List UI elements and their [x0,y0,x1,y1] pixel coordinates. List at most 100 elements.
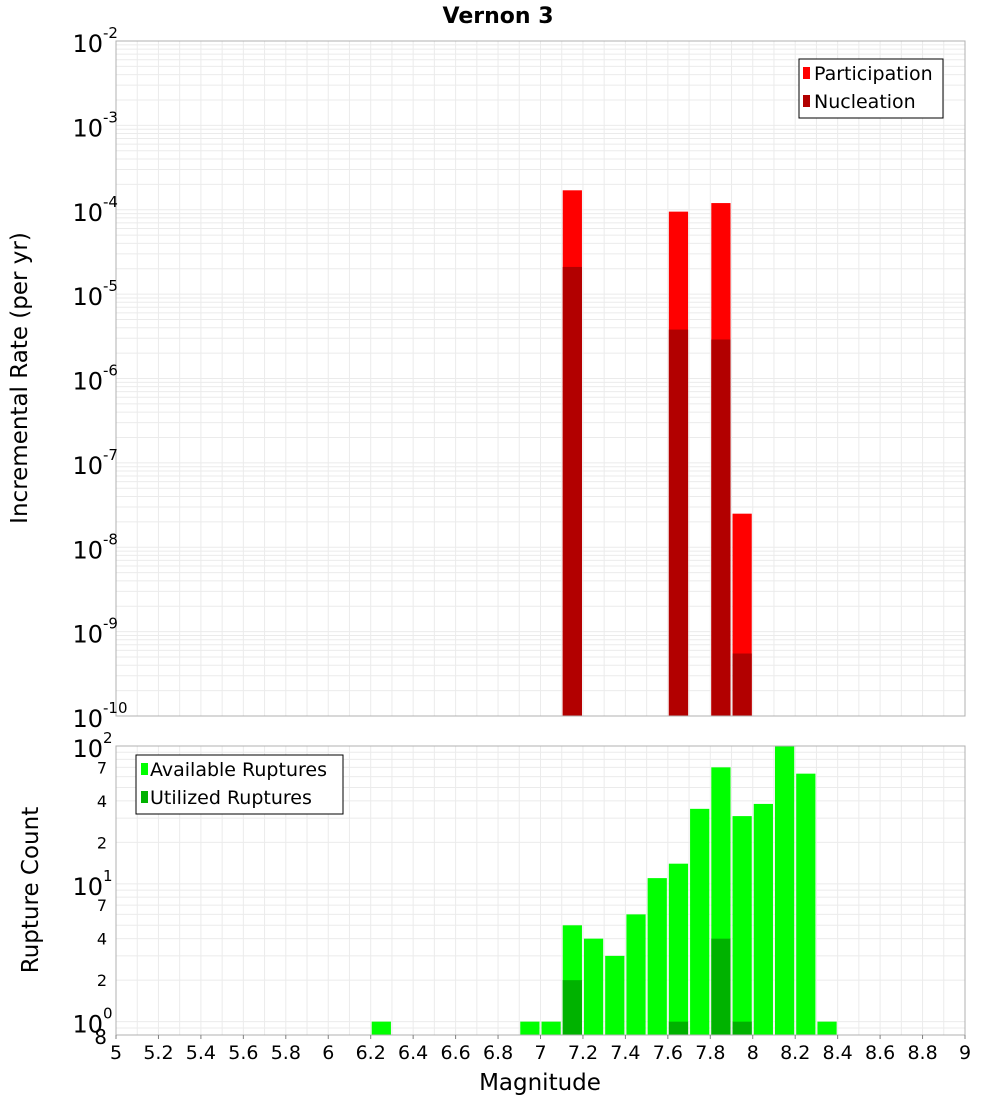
x-tick-label: 7.4 [610,1042,640,1064]
count-y-axis-label: Rupture Count [18,807,44,973]
available-ruptures-bar [690,808,710,1035]
available-ruptures-bar [774,746,795,1035]
x-tick-label: 5.6 [228,1042,258,1064]
nucleation-legend-label: Nucleation [814,91,916,113]
available-ruptures-legend-label: Available Ruptures [150,759,327,781]
x-tick-label: 9 [959,1042,971,1064]
rate-y-tick-exponent: -8 [103,530,118,548]
x-tick-label: 7 [534,1042,546,1064]
x-tick-label: 8.6 [865,1042,895,1064]
rate-y-tick-label: 10 [72,705,103,733]
count-legend: Available Ruptures Utilized Ruptures [135,754,344,815]
count-y-tick-label: 10 [72,1011,103,1039]
x-tick-label: 8.4 [823,1042,853,1064]
rate-plot: 10-210-310-410-510-610-710-810-910-10 In… [7,24,966,733]
nucleation-bar [668,329,689,716]
rate-y-tick-label: 10 [72,30,103,58]
count-y-minor-tick-label: 4 [97,930,107,949]
x-axis-label: Magnitude [479,1070,601,1096]
count-plot-x-ticks: 5 5.2 5.4 5.6 5.8 6 6.2 6.4 6.6 6.8 7 7.2 7.4 7.6 7.8 8… [110,1035,971,1064]
x-tick-label: 5.8 [271,1042,301,1064]
x-tick-label: 8.2 [780,1042,810,1064]
available-ruptures-bar [796,773,816,1035]
participation-legend-label: Participation [814,63,933,85]
rate-y-tick-label: 10 [72,621,103,649]
participation-legend-swatch [803,67,810,79]
x-tick-label: 8 [747,1042,759,1064]
count-y-tick-label: 10 [72,735,103,763]
rate-legend: Participation Nucleation [798,58,944,119]
rate-y-tick-label: 10 [72,452,103,480]
count-y-tick-exponent: 1 [103,867,113,885]
x-tick-label: 7.2 [568,1042,598,1064]
count-y-tick-exponent: 0 [103,1005,113,1023]
x-tick-label: 6 [322,1042,334,1064]
rate-plot-bars [562,190,752,716]
rate-y-tick-label: 10 [72,199,103,227]
available-ruptures-bar [647,878,667,1035]
nucleation-bar [711,339,731,716]
x-tick-label: 5.4 [186,1042,216,1064]
available-ruptures-bar [668,863,689,1035]
x-tick-label: 6.6 [440,1042,470,1064]
utilized-ruptures-bar [711,938,731,1035]
available-ruptures-bar [605,955,625,1035]
rate-y-tick-label: 10 [72,283,103,311]
rate-y-tick-label: 10 [72,114,103,142]
count-y-minor-tick-label: 4 [97,792,107,811]
rate-y-tick-exponent: -9 [103,615,118,633]
nucleation-bar [562,266,582,716]
utilized-ruptures-bar [732,1021,752,1035]
x-tick-label: 8.8 [907,1042,937,1064]
available-ruptures-bar [817,1021,837,1035]
count-y-tick-exponent: 2 [103,729,113,747]
rate-y-tick-exponent: -10 [103,699,128,717]
nucleation-legend-swatch [803,95,810,107]
rate-plot-y-ticks: 10-210-310-410-510-610-710-810-910-10 [72,24,127,733]
rate-y-tick-label: 10 [72,368,103,396]
available-ruptures-bar [732,816,752,1035]
utilized-ruptures-bar [668,1021,689,1035]
x-tick-label: 6.8 [483,1042,513,1064]
rate-y-axis-label: Incremental Rate (per yr) [7,232,33,524]
available-ruptures-bar [753,803,773,1035]
rate-plot-grid [115,41,966,717]
count-y-minor-tick-label: 8 [94,1025,107,1049]
count-plot-bars [371,746,837,1035]
rate-y-tick-exponent: -5 [103,277,118,295]
rate-y-tick-exponent: -4 [103,193,118,211]
x-tick-label: 6.4 [398,1042,428,1064]
x-tick-label: 7.6 [653,1042,683,1064]
rate-y-tick-exponent: -7 [103,446,118,464]
chart-title: Vernon 3 [443,4,554,29]
rate-y-tick-label: 10 [72,536,103,564]
rate-y-tick-exponent: -2 [103,24,118,42]
utilized-ruptures-legend-label: Utilized Ruptures [150,787,312,809]
available-ruptures-legend-swatch [141,763,148,775]
x-tick-label: 7.8 [695,1042,725,1064]
count-legend-box [135,754,344,815]
count-y-tick-label: 10 [72,873,103,901]
x-tick-label: 5 [110,1042,122,1064]
available-ruptures-bar [541,1021,561,1035]
x-tick-label: 6.2 [356,1042,386,1064]
x-tick-label: 5.2 [143,1042,173,1064]
count-y-minor-tick-label: 7 [97,758,107,777]
utilized-ruptures-bar [562,980,582,1035]
rate-plot-frame [115,40,966,717]
count-y-minor-tick-label: 2 [97,971,107,990]
rate-y-tick-exponent: -3 [103,108,118,126]
count-y-minor-tick-label: 7 [97,896,107,915]
rate-legend-box [798,58,944,119]
available-ruptures-bar [371,1021,391,1035]
rate-y-tick-exponent: -6 [103,362,118,380]
available-ruptures-bar [583,938,604,1035]
utilized-ruptures-legend-swatch [141,791,148,803]
available-ruptures-bar [520,1021,540,1035]
available-ruptures-bar [626,914,646,1035]
nucleation-bar [732,653,752,716]
